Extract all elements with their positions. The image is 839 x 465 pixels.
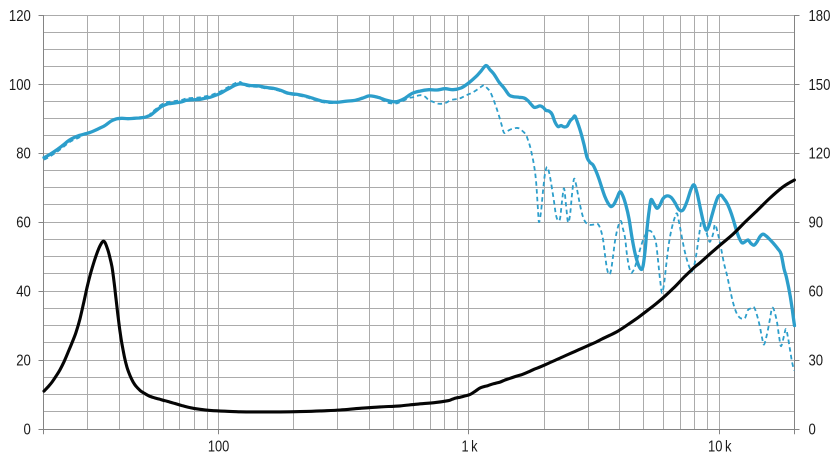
svg-text:100: 100 (208, 438, 230, 455)
svg-text:0: 0 (24, 422, 31, 439)
svg-text:0: 0 (809, 422, 816, 439)
svg-text:80: 80 (16, 146, 31, 163)
svg-text:90: 90 (809, 215, 824, 232)
svg-text:40: 40 (16, 284, 31, 301)
svg-text:60: 60 (809, 284, 824, 301)
svg-text:20: 20 (16, 353, 31, 370)
svg-text:180: 180 (809, 8, 831, 25)
svg-text:120: 120 (809, 146, 831, 163)
svg-text:60: 60 (16, 215, 31, 232)
svg-text:1 k: 1 k (461, 438, 477, 455)
svg-text:100: 100 (9, 77, 31, 94)
svg-text:30: 30 (809, 353, 824, 370)
svg-text:150: 150 (809, 77, 831, 94)
svg-text:10 k: 10 k (708, 438, 732, 455)
svg-text:120: 120 (9, 8, 31, 25)
